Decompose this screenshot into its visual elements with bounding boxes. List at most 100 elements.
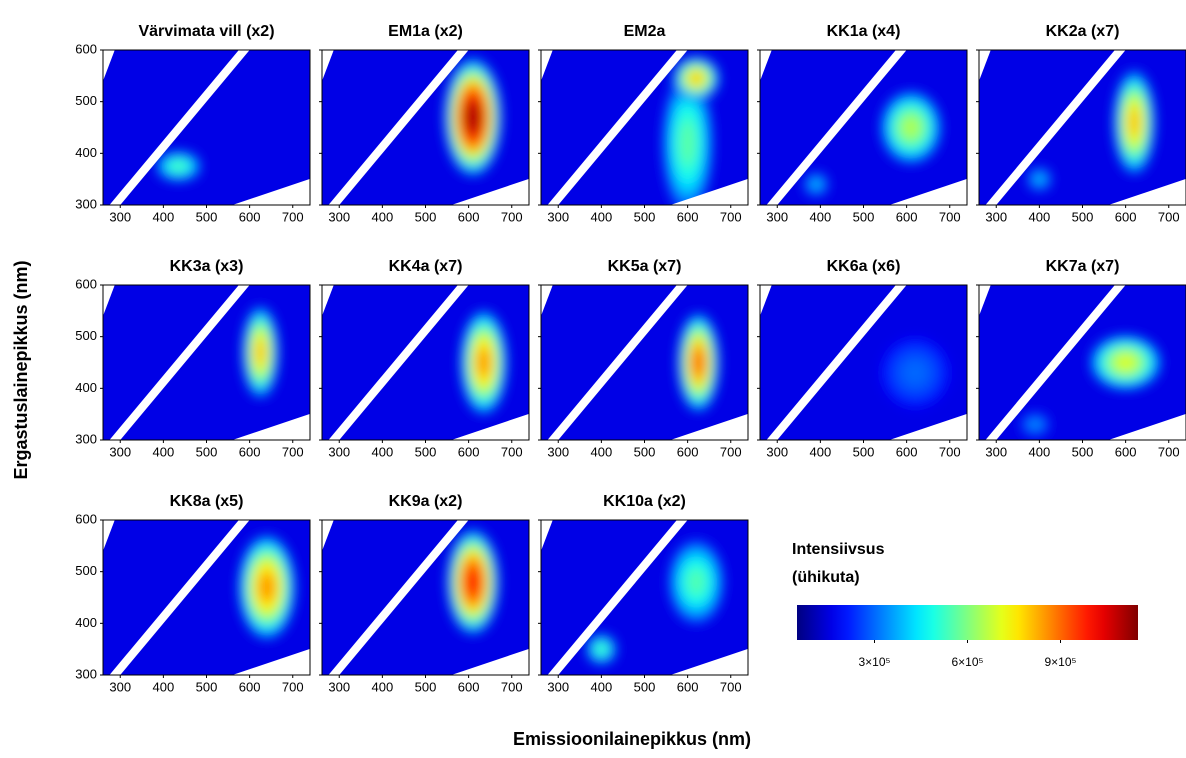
peak <box>446 527 500 637</box>
y-tick-label: 400 <box>75 145 97 160</box>
colorbar-tick-label: 3×10⁵ <box>858 655 890 669</box>
figure: Ergastuslainepikkus (nm) Emissioonilaine… <box>0 0 1186 753</box>
x-tick-label: 400 <box>153 679 175 694</box>
heatmap <box>103 24 312 213</box>
x-tick-label: 600 <box>896 209 918 224</box>
peak <box>667 537 726 627</box>
heatmap <box>322 259 531 448</box>
panel-title: KK5a (x7) <box>608 258 682 275</box>
panel: 300400500600700KK7a (x7) <box>976 258 1186 459</box>
panel-title: KK6a (x6) <box>827 258 901 275</box>
y-tick-label: 400 <box>75 615 97 630</box>
panel-title: KK9a (x2) <box>389 493 463 510</box>
x-tick-label: 700 <box>1158 444 1180 459</box>
panel: 300400500600700KK5a (x7) <box>538 258 750 459</box>
peak <box>878 334 953 412</box>
x-tick-label: 700 <box>501 444 523 459</box>
x-tick-label: 600 <box>677 444 699 459</box>
x-tick-label: 500 <box>1072 444 1094 459</box>
panel-title: KK7a (x7) <box>1046 258 1120 275</box>
x-tick-label: 700 <box>501 209 523 224</box>
x-tick-label: 300 <box>109 209 131 224</box>
x-tick-label: 700 <box>720 444 742 459</box>
x-tick-label: 600 <box>458 444 480 459</box>
x-tick-label: 400 <box>810 444 832 459</box>
x-tick-label: 400 <box>153 209 175 224</box>
heatmap-peaks <box>242 304 280 401</box>
x-tick-label: 500 <box>853 444 875 459</box>
colorbar-subtitle: (ühikuta) <box>792 569 860 586</box>
heatmap <box>103 494 312 683</box>
heatmap <box>541 24 750 220</box>
heatmap-peaks <box>878 334 953 412</box>
x-tick-label: 300 <box>766 209 788 224</box>
x-tick-label: 600 <box>896 444 918 459</box>
x-tick-label: 400 <box>1029 209 1051 224</box>
peak <box>585 633 617 665</box>
y-tick-label: 500 <box>75 93 97 108</box>
x-tick-label: 300 <box>766 444 788 459</box>
panel-title: KK8a (x5) <box>170 493 244 510</box>
x-tick-label: 300 <box>328 679 350 694</box>
colorbar-title: Intensiivsus <box>792 541 885 558</box>
heatmap <box>760 24 969 213</box>
x-tick-label: 600 <box>1115 209 1137 224</box>
x-tick-label: 400 <box>591 209 613 224</box>
heatmap <box>760 259 969 448</box>
x-tick-label: 300 <box>328 444 350 459</box>
y-tick-label: 300 <box>75 196 97 211</box>
x-tick-label: 600 <box>239 209 261 224</box>
x-tick-label: 600 <box>458 209 480 224</box>
x-tick-label: 300 <box>547 209 569 224</box>
y-tick-label: 500 <box>75 563 97 578</box>
peak <box>879 89 944 167</box>
x-tick-label: 700 <box>720 679 742 694</box>
peak <box>803 171 830 197</box>
x-tick-label: 700 <box>501 679 523 694</box>
x-tick-label: 400 <box>153 444 175 459</box>
x-tick-label: 600 <box>677 209 699 224</box>
heatmap <box>322 494 531 683</box>
peak <box>1026 166 1053 192</box>
x-tick-label: 600 <box>1115 444 1137 459</box>
peak <box>237 532 296 642</box>
peak <box>1088 333 1163 391</box>
x-tick-label: 500 <box>415 209 437 224</box>
x-tick-label: 400 <box>1029 444 1051 459</box>
y-tick-label: 400 <box>75 380 97 395</box>
panel: 300400500600700KK9a (x2) <box>319 493 531 694</box>
x-tick-label: 300 <box>547 679 569 694</box>
x-tick-label: 500 <box>196 679 218 694</box>
panel: 300400500600700300400500600KK8a (x5) <box>75 493 312 694</box>
x-tick-label: 300 <box>109 679 131 694</box>
x-tick-label: 600 <box>458 679 480 694</box>
panel-title: Värvimata vill (x2) <box>138 23 274 40</box>
heatmap-peaks <box>237 532 296 642</box>
x-tick-label: 700 <box>282 679 304 694</box>
x-tick-label: 500 <box>634 679 656 694</box>
x-tick-label: 700 <box>939 444 961 459</box>
peak <box>1113 67 1156 177</box>
x-tick-label: 700 <box>282 444 304 459</box>
heatmap <box>322 24 531 213</box>
x-tick-label: 300 <box>985 209 1007 224</box>
x-tick-label: 500 <box>196 444 218 459</box>
panel: 300400500600700EM1a (x2) <box>319 23 531 224</box>
heatmap <box>541 494 750 683</box>
x-tick-label: 500 <box>196 209 218 224</box>
panel: 300400500600700300400500600KK3a (x3) <box>75 258 312 459</box>
peak <box>459 308 508 418</box>
colorbar <box>797 605 1138 640</box>
x-tick-label: 500 <box>1072 209 1094 224</box>
x-tick-label: 500 <box>415 444 437 459</box>
heatmap <box>979 259 1186 448</box>
x-tick-label: 700 <box>282 209 304 224</box>
x-tick-label: 600 <box>239 679 261 694</box>
panel-title: KK4a (x7) <box>389 258 463 275</box>
x-tick-label: 300 <box>547 444 569 459</box>
